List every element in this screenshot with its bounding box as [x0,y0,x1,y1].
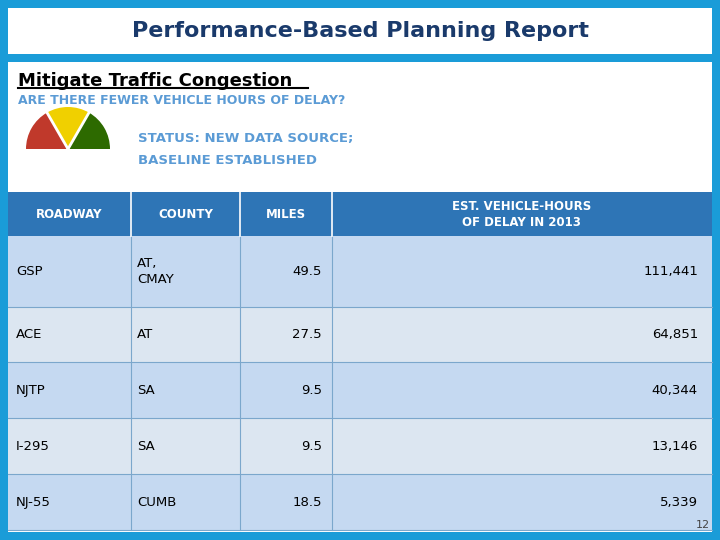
Wedge shape [47,107,89,149]
Text: CUMB: CUMB [138,496,176,509]
Text: 12: 12 [696,520,710,530]
Text: SA: SA [138,440,155,453]
Text: 13,146: 13,146 [652,440,698,453]
FancyBboxPatch shape [8,62,712,532]
FancyBboxPatch shape [8,362,712,418]
Text: ARE THERE FEWER VEHICLE HOURS OF DELAY?: ARE THERE FEWER VEHICLE HOURS OF DELAY? [18,94,346,107]
FancyBboxPatch shape [8,474,712,530]
Text: Performance-Based Planning Report: Performance-Based Planning Report [132,21,588,41]
Text: 49.5: 49.5 [292,265,322,278]
Text: 64,851: 64,851 [652,328,698,341]
Text: 40,344: 40,344 [652,384,698,397]
Text: GSP: GSP [16,265,42,278]
FancyBboxPatch shape [8,307,712,362]
Text: BASELINE ESTABLISHED: BASELINE ESTABLISHED [138,154,317,167]
Text: 111,441: 111,441 [643,265,698,278]
Text: SA: SA [138,384,155,397]
Text: COUNTY: COUNTY [158,207,213,220]
Text: NJTP: NJTP [16,384,46,397]
Text: AT: AT [138,328,153,341]
Text: 18.5: 18.5 [292,496,322,509]
Text: NJ-55: NJ-55 [16,496,51,509]
Text: STATUS: NEW DATA SOURCE;: STATUS: NEW DATA SOURCE; [138,132,354,145]
Text: 9.5: 9.5 [301,384,322,397]
Text: 9.5: 9.5 [301,440,322,453]
Text: I-295: I-295 [16,440,50,453]
FancyBboxPatch shape [8,236,712,307]
Text: EST. VEHICLE-HOURS
OF DELAY IN 2013: EST. VEHICLE-HOURS OF DELAY IN 2013 [452,199,592,228]
Text: MILES: MILES [266,207,306,220]
FancyBboxPatch shape [8,418,712,474]
Text: AT,
CMAY: AT, CMAY [138,257,174,286]
Text: Mitigate Traffic Congestion: Mitigate Traffic Congestion [18,72,292,90]
Text: ROADWAY: ROADWAY [36,207,103,220]
FancyBboxPatch shape [8,8,712,54]
FancyBboxPatch shape [8,192,712,236]
Text: ACE: ACE [16,328,42,341]
Wedge shape [68,113,110,149]
Text: 27.5: 27.5 [292,328,322,341]
Wedge shape [26,113,68,149]
Text: 5,339: 5,339 [660,496,698,509]
